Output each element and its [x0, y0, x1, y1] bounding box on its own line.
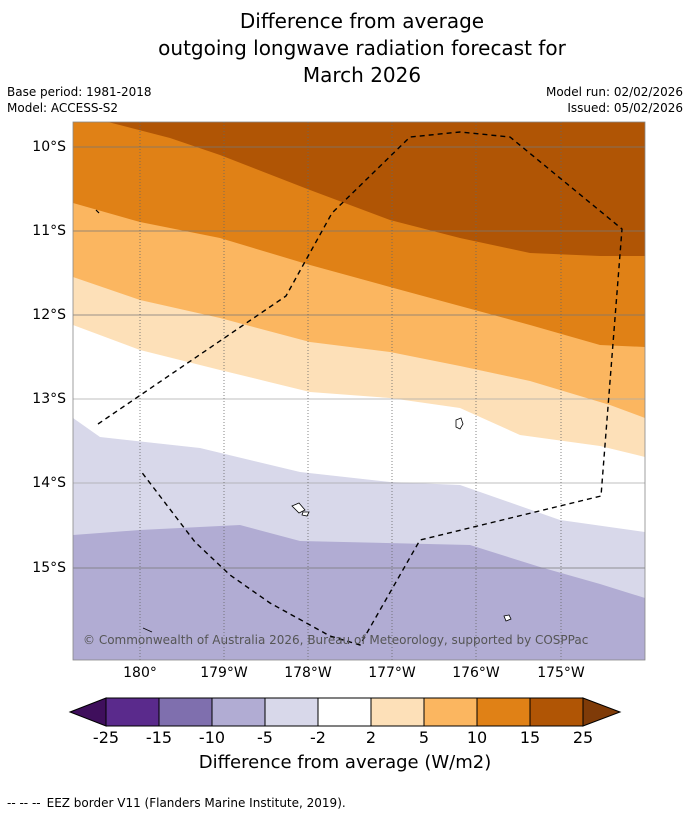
colorbar-extend-low	[68, 697, 107, 727]
eez-legend-dashes: -- -- --	[7, 796, 41, 810]
colorbar-label: 25	[572, 728, 594, 747]
colorbar-bin-4	[264, 697, 319, 727]
colorbar-label: -10	[198, 728, 226, 747]
islands	[142, 417, 512, 633]
lon-label-178w: 178°W	[284, 665, 332, 681]
lon-label-177w: 177°W	[368, 665, 416, 681]
colorbar-bin-6	[370, 697, 425, 727]
graticule	[73, 122, 645, 660]
colorbar-bin-9	[529, 697, 584, 727]
title-line-2: outgoing longwave radiation forecast for	[158, 36, 566, 60]
island-wallis-islet	[301, 511, 310, 517]
lat-label-14s: 14°S	[32, 475, 66, 491]
anomaly-field	[73, 122, 645, 660]
colorbar-bin-3	[211, 697, 266, 727]
lat-label-15s: 15°S	[32, 560, 66, 576]
colorbar-bin-5	[317, 697, 372, 727]
title-line-3: March 2026	[302, 63, 422, 87]
lat-label-12s: 12°S	[32, 307, 66, 323]
eez-legend-text: EEZ border V11 (Flanders Marine Institut…	[46, 796, 346, 810]
colorbar-bin-7	[423, 697, 478, 727]
colorbar-label: -2	[310, 728, 326, 747]
chart-title: Difference from average outgoing longwav…	[0, 8, 690, 89]
lon-label-176w: 176°W	[452, 665, 500, 681]
eez-fragment	[95, 209, 100, 214]
island-tafahi	[503, 614, 512, 622]
meta-right: Model run: 02/02/2026 Issued: 05/02/2026	[546, 84, 683, 116]
lat-label-10s: 10°S	[32, 139, 66, 155]
colorbar-label: 10	[466, 728, 488, 747]
colorbar	[68, 697, 622, 727]
lat-label-13s: 13°S	[32, 391, 66, 407]
colorbar-label: 5	[418, 728, 430, 747]
colorbar-label: 2	[365, 728, 377, 747]
eez-legend: -- -- -- EEZ border V11 (Flanders Marine …	[7, 796, 346, 810]
island-wallis	[291, 502, 306, 514]
lon-label-180: 180°	[123, 665, 157, 681]
model-run: Model run: 02/02/2026	[545, 85, 683, 99]
colorbar-label: 15	[519, 728, 541, 747]
lat-label-11s: 11°S	[32, 223, 66, 239]
lon-label-175w: 175°W	[537, 665, 585, 681]
copyright-notice: © Commonwealth of Australia 2026, Bureau…	[83, 633, 589, 647]
lon-label-179w: 179°W	[200, 665, 248, 681]
island-futuna-edge	[142, 627, 153, 633]
issued-date: Issued: 05/02/2026	[567, 101, 683, 115]
meta-left: Base period: 1981-2018 Model: ACCESS-S2	[7, 84, 152, 116]
band-15-to-25	[108, 122, 645, 256]
colorbar-label: -15	[145, 728, 173, 747]
colorbar-label: -25	[92, 728, 120, 747]
title-line-1: Difference from average	[239, 9, 485, 33]
colorbar-extend-high	[582, 697, 622, 727]
colorbar-title: Difference from average (W/m2)	[198, 752, 492, 773]
colorbar-bin-2	[158, 697, 213, 727]
island-niuafo-ou	[455, 417, 464, 430]
model-name: Model: ACCESS-S2	[7, 101, 119, 115]
base-period: Base period: 1981-2018	[7, 85, 152, 99]
colorbar-bin-8	[476, 697, 531, 727]
map-frame	[72, 121, 646, 661]
colorbar-label: -5	[257, 728, 273, 747]
colorbar-bin-1	[105, 697, 160, 727]
